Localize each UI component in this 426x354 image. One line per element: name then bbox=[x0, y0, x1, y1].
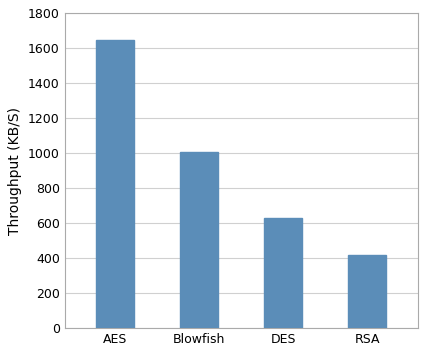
Bar bbox=[96, 40, 134, 328]
Bar bbox=[180, 152, 218, 328]
Bar bbox=[348, 255, 386, 328]
Bar bbox=[264, 218, 302, 328]
Y-axis label: Throughput (KB/S): Throughput (KB/S) bbox=[9, 107, 22, 235]
